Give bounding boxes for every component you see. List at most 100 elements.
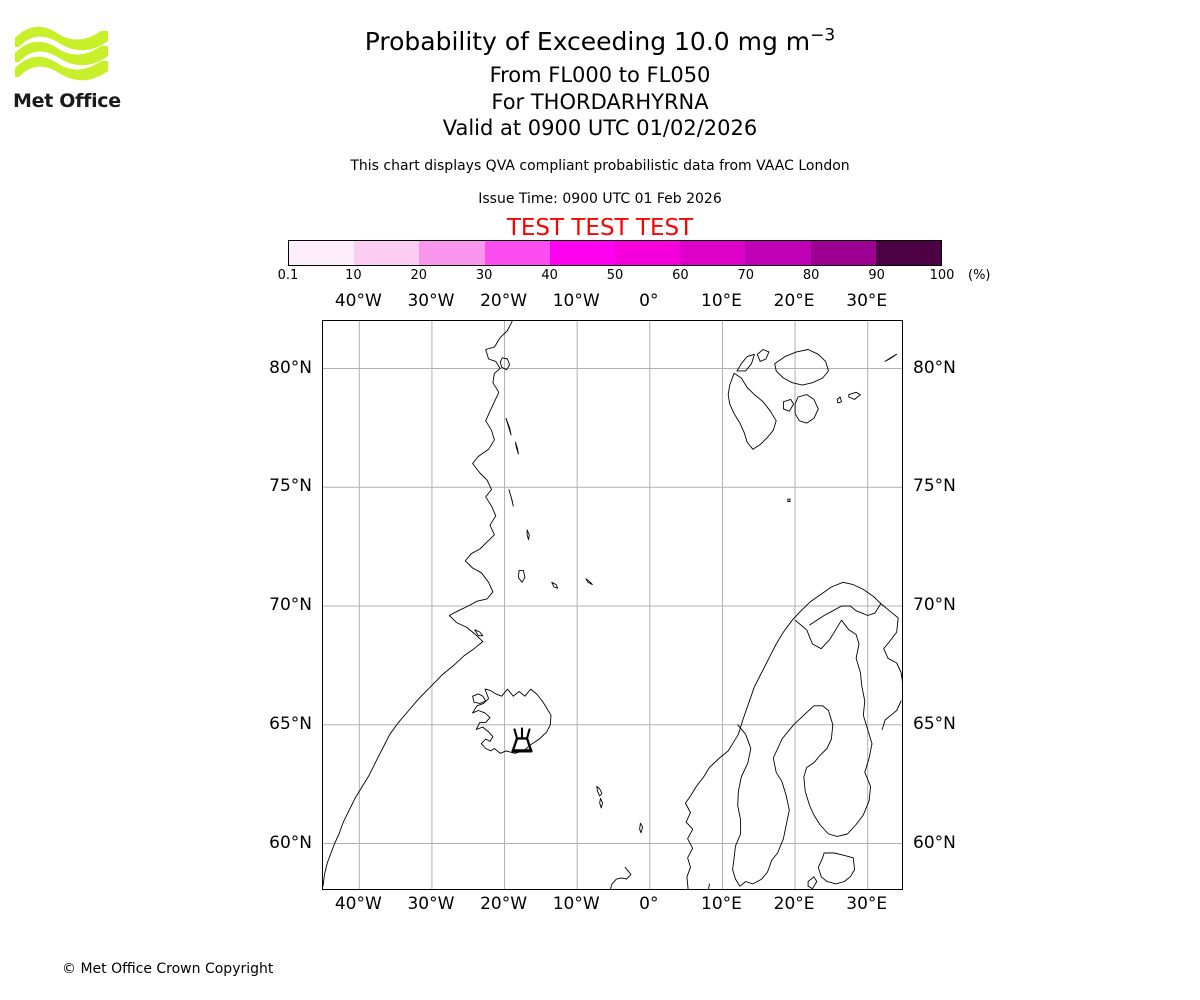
coastline-segment-22 — [708, 883, 710, 889]
colorbar-tick-70: 70 — [737, 268, 755, 283]
valid-time-line: Valid at 0900 UTC 01/02/2026 — [442, 116, 758, 140]
colorbar-segment-5 — [615, 241, 681, 265]
coastline-segment-8 — [474, 629, 484, 637]
colorbar-segment-2 — [419, 241, 485, 265]
colorbar-tick-90: 90 — [868, 268, 885, 283]
coastline-segment-1 — [499, 357, 511, 371]
colorbar-tick-30: 30 — [475, 268, 493, 283]
coastline-segment-13 — [599, 797, 604, 809]
coastline-segment-15 — [610, 866, 632, 889]
coastline-segment-14 — [639, 822, 644, 834]
colorbar-tick-0.1: 0.1 — [277, 268, 299, 283]
lon-label-top-20°W: 20°W — [480, 291, 528, 311]
coastline-segment-10 — [472, 688, 552, 754]
coastline-segment-30 — [756, 349, 770, 362]
coastline-segment-11 — [472, 693, 487, 704]
colorbar-tick-60: 60 — [672, 268, 689, 283]
coastline-segment-16 — [684, 581, 882, 889]
flight-level-range: From FL000 to FL050 — [489, 63, 711, 87]
lon-label-bottom-40°W: 40°W — [334, 894, 382, 914]
colorbar-segment-0 — [289, 241, 355, 265]
colorbar-segment-1 — [354, 241, 420, 265]
lon-label-top-30°E: 30°E — [846, 291, 888, 311]
lon-label-top-30°W: 30°W — [407, 291, 455, 311]
copyright-notice: © Met Office Crown Copyright — [62, 961, 274, 977]
coastline-segment-17 — [732, 724, 752, 871]
coastline-segment-31 — [774, 349, 829, 386]
colorbar-tick-10: 10 — [345, 268, 362, 283]
coastline-segment-26 — [807, 876, 818, 889]
coastline-segment-28 — [727, 372, 777, 450]
coastline-segment-3 — [515, 441, 519, 455]
lon-label-bottom-20°W: 20°W — [480, 894, 528, 914]
met-office-waves-icon — [15, 26, 108, 81]
coastline-segment-19 — [794, 619, 873, 837]
lon-label-bottom-10°W: 10°W — [552, 894, 600, 914]
volcano-marker-icon — [511, 727, 533, 753]
met-office-wordmark: Met Office — [13, 90, 121, 112]
lon-label-top-40°W: 40°W — [334, 291, 382, 311]
coastline-segment-29 — [736, 353, 755, 372]
coastline-paths — [323, 321, 902, 889]
map-plot-area[interactable] — [322, 320, 903, 890]
lon-label-top-10°W: 10°W — [552, 291, 600, 311]
probability-colorbar — [288, 240, 942, 266]
map-gridlines — [323, 321, 902, 889]
page-title-exponent: −3 — [810, 25, 836, 46]
coastline-segment-34 — [848, 391, 861, 400]
coastline-segment-0 — [323, 321, 513, 887]
colorbar-segment-8 — [810, 241, 876, 265]
colorbar-tick-50: 50 — [606, 268, 624, 283]
coastline-segment-33 — [782, 398, 795, 412]
colorbar-segment-3 — [484, 241, 550, 265]
coastline-segment-32 — [794, 394, 819, 424]
coastline-segment-2 — [505, 417, 512, 436]
lat-label-right-80°N: 80°N — [913, 357, 956, 378]
lat-label-right-65°N: 65°N — [913, 713, 956, 734]
lon-label-bottom-10°E: 10°E — [701, 894, 742, 914]
longitude-axis-bottom: 40°W 30°W 20°W 10°W 0° 10°E 20°E 30°E — [322, 894, 903, 916]
lat-label-right-70°N: 70°N — [913, 595, 956, 615]
coastline-segment-9 — [585, 578, 593, 586]
coastline-segment-37 — [787, 498, 791, 502]
lon-label-top-20°E: 20°E — [773, 291, 815, 311]
colorbar-tick-40: 40 — [541, 268, 558, 283]
map-coastlines — [323, 321, 902, 889]
latitude-axis-left: 80°N 75°N 70°N 65°N 60°N — [170, 320, 312, 890]
lat-label-left-80°N: 80°N — [269, 357, 312, 378]
volcano-marker-icon — [511, 727, 533, 753]
lat-label-left-70°N: 70°N — [269, 595, 312, 615]
lat-label-left-75°N: 75°N — [269, 476, 312, 497]
coastline-segment-7 — [551, 581, 559, 589]
lat-label-right-60°N: 60°N — [913, 832, 956, 853]
lon-label-top-10°E: 10°E — [701, 291, 742, 311]
met-office-logo: Met Office — [13, 22, 123, 117]
colorbar-tick-80: 80 — [802, 268, 820, 283]
colorbar-tick-100: 100 — [929, 268, 955, 283]
colorbar-segment-9 — [875, 241, 942, 265]
coastline-segment-25 — [817, 852, 856, 885]
coastline-segment-20 — [880, 603, 902, 682]
coastline-segment-18 — [732, 705, 824, 887]
volcano-name-line: For THORDARHYRNA — [491, 90, 709, 114]
issue-time: Issue Time: 0900 UTC 01 Feb 2026 — [478, 191, 722, 207]
longitude-axis-top: 40°W 30°W 20°W 10°W 0° 10°E 20°E 30°E — [322, 291, 903, 313]
lat-label-right-75°N: 75°N — [913, 476, 956, 497]
page-title: Probability of Exceeding 10.0 mg m−3 — [0, 26, 1200, 57]
coastline-segment-36 — [884, 353, 898, 362]
colorbar-tick-labels: 0.1 10 20 30 40 50 60 70 80 90 100 — [278, 268, 955, 286]
colorbar-segment-7 — [745, 241, 811, 265]
coastline-segment-35 — [836, 396, 842, 404]
lon-label-top-0°: 0° — [639, 291, 659, 311]
qva-disclaimer: This chart displays QVA compliant probab… — [350, 158, 850, 174]
coastline-segment-21 — [881, 700, 902, 730]
colorbar-units-label: (%) — [968, 268, 991, 283]
coastline-segment-5 — [517, 569, 526, 583]
colorbar-gradient — [288, 240, 942, 266]
coastline-segment-12 — [596, 786, 603, 797]
colorbar-tick-20: 20 — [410, 268, 428, 283]
coastline-segment-4 — [508, 489, 514, 507]
lon-label-bottom-0°: 0° — [639, 894, 659, 914]
lat-label-left-65°N: 65°N — [269, 713, 312, 734]
lon-label-bottom-30°E: 30°E — [846, 894, 888, 914]
